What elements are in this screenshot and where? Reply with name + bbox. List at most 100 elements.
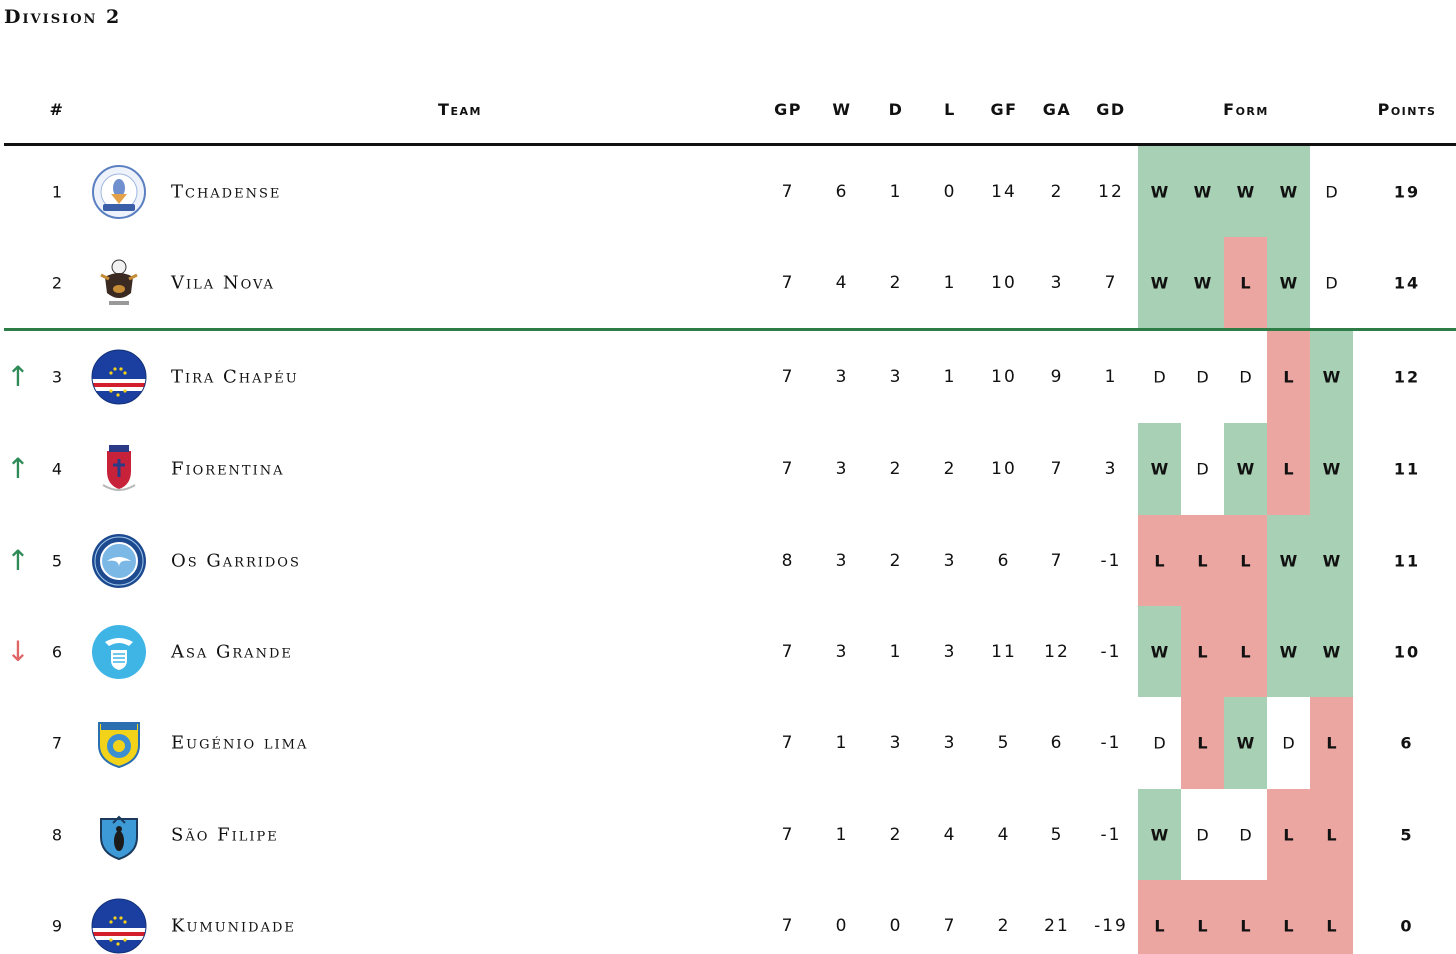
team-name: Os Garridos [171,550,301,571]
draws-cell: 2 [889,458,903,479]
form-result: L [1197,551,1208,570]
wins-cell: 3 [835,366,849,387]
losses-cell: 0 [943,181,957,202]
form-result: L [1197,916,1208,935]
draws-cell: 3 [889,366,903,387]
form-win-cell [1138,789,1181,880]
form-result: W [1150,273,1169,292]
form-result: L [1197,642,1208,661]
table-row: ↑ 5 Os Garridos 8 3 2 3 6 7 -1 L L L W W 11 [0,515,1456,606]
form-result: W [1236,733,1255,752]
goals-against-cell: 7 [1050,458,1064,479]
position-cell: 8 [51,825,63,844]
games-played-cell: 7 [781,272,795,293]
fiorentina-crest-icon [91,441,147,497]
losses-cell: 3 [943,732,957,753]
eugenio-lima-lion-crest-icon [91,715,147,771]
position-cell: 2 [51,273,63,292]
form-result: L [1283,367,1294,386]
goals-against-cell: 9 [1050,366,1064,387]
form-result: D [1239,367,1252,386]
team-name: Tchadense [171,181,282,202]
position-cell: 6 [51,642,63,661]
header-team: Team [438,100,482,119]
form-result: L [1154,916,1165,935]
wins-cell: 6 [835,181,849,202]
form-result: W [1279,182,1298,201]
arrow-down-icon: ↓ [6,634,30,668]
form-result: L [1326,733,1337,752]
goals-against-cell: 6 [1050,732,1064,753]
header-l: L [944,100,956,119]
form-result: W [1279,273,1298,292]
arrow-up-icon: ↑ [6,543,30,577]
form-result: D [1196,825,1209,844]
form-result: W [1150,182,1169,201]
form-loss-cell [1267,789,1310,880]
games-played-cell: 7 [781,366,795,387]
form-loss-cell [1310,697,1353,789]
goals-against-cell: 3 [1050,272,1064,293]
table-row: 7 Eugénio lima 7 1 3 3 5 6 -1 D L W D L 6 [0,697,1456,788]
goals-for-cell: 10 [991,366,1017,387]
form-result: W [1236,459,1255,478]
goals-for-cell: 10 [991,458,1017,479]
form-result: W [1193,182,1212,201]
team-name: Asa Grande [171,641,293,662]
form-loss-cell [1181,880,1224,954]
form-loss-cell [1181,606,1224,697]
goals-against-cell: 12 [1044,641,1070,662]
form-loss-cell [1267,331,1310,423]
form-loss-cell [1310,789,1353,880]
asa-grande-crest-icon [91,624,147,680]
form-loss-cell [1138,515,1181,606]
form-win-cell [1138,146,1181,237]
points-cell: 0 [1400,916,1414,935]
goal-difference-cell: 7 [1104,272,1118,293]
games-played-cell: 7 [781,458,795,479]
vila-nova-bull-crest-icon [91,255,147,311]
cape-verde-flag-icon [91,349,147,405]
form-win-cell [1138,606,1181,697]
games-played-cell: 7 [781,824,795,845]
form-result: D [1239,825,1252,844]
goal-difference-cell: -1 [1100,824,1122,845]
goals-for-cell: 4 [997,824,1011,845]
games-played-cell: 7 [781,641,795,662]
points-cell: 14 [1393,273,1421,292]
table-row: 2 Vila Nova 7 4 2 1 10 3 7 W W L W D 14 [0,237,1456,328]
form-result: W [1150,642,1169,661]
position-cell: 4 [51,459,63,478]
form-result: D [1196,367,1209,386]
form-result: W [1322,642,1341,661]
form-result: D [1153,367,1166,386]
form-result: L [1240,642,1251,661]
form-loss-cell [1224,237,1267,331]
wins-cell: 1 [835,824,849,845]
form-result: L [1154,551,1165,570]
team-name: Eugénio lima [171,732,309,753]
goals-against-cell: 7 [1050,550,1064,571]
goals-for-cell: 11 [991,641,1017,662]
form-win-cell [1138,237,1181,331]
goal-difference-cell: 3 [1104,458,1118,479]
table-row: ↓ 6 Asa Grande 7 3 1 3 11 12 -1 W L L W W 10 [0,606,1456,697]
form-loss-cell [1224,880,1267,954]
header-gp: GP [774,100,802,119]
table-row: 8 São Filipe 7 1 2 4 4 5 -1 W D D L L 5 [0,789,1456,880]
form-result: L [1240,916,1251,935]
team-name: Kumunidade [171,915,296,936]
team-name: Fiorentina [171,458,285,479]
form-loss-cell [1224,606,1267,697]
form-win-cell [1310,331,1353,423]
draws-cell: 0 [889,915,903,936]
form-loss-cell [1267,423,1310,515]
form-result: W [1322,459,1341,478]
form-result: L [1197,733,1208,752]
table-row: ↑ 4 Fiorentina 7 3 2 2 10 7 3 W D W L W 11 [0,423,1456,514]
goal-difference-cell: 12 [1098,181,1124,202]
form-win-cell [1310,423,1353,515]
losses-cell: 2 [943,458,957,479]
form-result: D [1325,182,1338,201]
position-cell: 9 [51,916,63,935]
